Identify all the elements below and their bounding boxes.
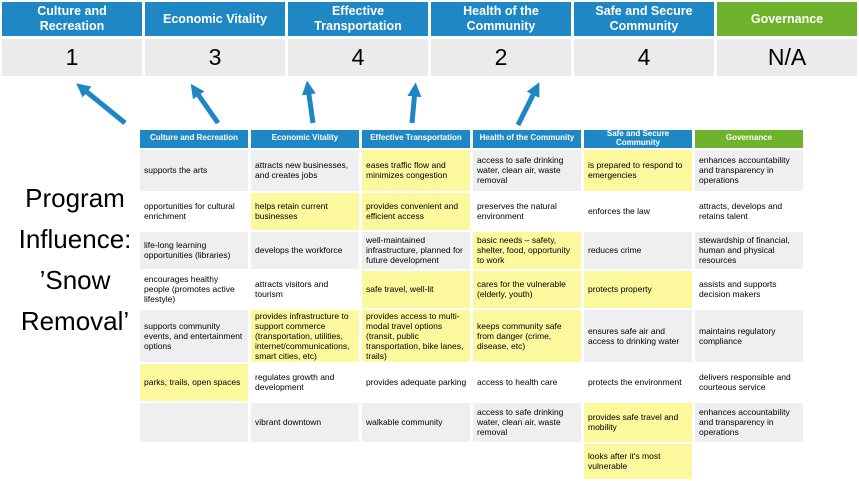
program-influence-label: Program Influence: ’Snow Removal’ — [0, 178, 150, 342]
summary-header-economic-vitality: Economic Vitality — [145, 2, 285, 36]
matrix-cell: provides access to multi-modal travel op… — [362, 309, 470, 362]
matrix-cell: delivers responsible and courteous servi… — [695, 363, 803, 401]
matrix-cell: well-maintained infrastructure, planned … — [362, 231, 470, 269]
matrix-body: supports the arts attracts new businesses… — [140, 149, 803, 479]
matrix-cell: is prepared to respond to emergencies — [584, 149, 692, 191]
matrix-cell: opportunities for cultural enrichment — [140, 192, 248, 230]
program-label-line: Removal’ — [20, 306, 130, 337]
matrix-cell: provides safe travel and mobility — [584, 402, 692, 442]
table-row: supports community events, and entertain… — [140, 309, 803, 362]
matrix-cell — [473, 443, 581, 479]
matrix-header-health-community: Health of the Community — [473, 130, 581, 148]
matrix-cell: attracts, develops and retains talent — [695, 192, 803, 230]
matrix-header-culture-recreation: Culture and Recreation — [140, 130, 248, 148]
arrow-icon — [190, 83, 221, 125]
summary-header-effective-transportation: Effective Transportation — [288, 2, 428, 36]
matrix-cell: walkable community — [362, 402, 470, 442]
summary-header-health-community: Health of the Community — [431, 2, 571, 36]
table-row: encourages healthy people (promotes acti… — [140, 270, 803, 308]
summary-score-safe-secure-community: 4 — [574, 39, 714, 76]
matrix-cell: provides adequate parking — [362, 363, 470, 401]
matrix-cell: attracts new businesses, and creates job… — [251, 149, 359, 191]
summary-score-effective-transportation: 4 — [288, 39, 428, 76]
summary-score-culture-recreation: 1 — [2, 39, 142, 76]
matrix-cell: encourages healthy people (promotes acti… — [140, 270, 248, 308]
matrix-cell: attracts visitors and tourism — [251, 270, 359, 308]
matrix-cell: supports community events, and entertain… — [140, 309, 248, 362]
table-row: vibrant downtown walkable community access… — [140, 402, 803, 442]
summary-score-economic-vitality: 3 — [145, 39, 285, 76]
arrow-icon — [76, 83, 127, 125]
priority-summary: Culture and Recreation Economic Vitality… — [2, 2, 857, 76]
matrix-cell: cares for the vulnerable (elderly, youth… — [473, 270, 581, 308]
matrix-cell: access to safe drinking water, clean air… — [473, 149, 581, 191]
matrix-cell — [695, 443, 803, 479]
matrix-cell: provides infrastructure to support comme… — [251, 309, 359, 362]
arrow-icon — [407, 82, 422, 124]
matrix-cell: enhances accountability and transparency… — [695, 402, 803, 442]
matrix-cell: protects property — [584, 270, 692, 308]
matrix-header-governance: Governance — [695, 130, 803, 148]
matrix-cell: enforces the law — [584, 192, 692, 230]
table-header-row: Culture and Recreation Economic Vitality… — [140, 129, 803, 148]
summary-score-health-community: 2 — [431, 39, 571, 76]
matrix-cell: supports the arts — [140, 149, 248, 191]
matrix-cell: access to health care — [473, 363, 581, 401]
matrix-cell: enhances accountability and transparency… — [695, 149, 803, 191]
matrix-header-safe-secure-community: Safe and Secure Community — [584, 129, 692, 148]
matrix-cell: keeps community safe from danger (crime,… — [473, 309, 581, 362]
arrow-icon — [515, 82, 540, 127]
matrix-cell: maintains regulatory compliance — [695, 309, 803, 362]
table-row: supports the arts attracts new businesses… — [140, 149, 803, 191]
matrix-cell: safe travel, well-lit — [362, 270, 470, 308]
matrix-cell: helps retain current businesses — [251, 192, 359, 230]
summary-header-safe-secure-community: Safe and Secure Community — [574, 2, 714, 36]
program-label-line: Program — [25, 183, 125, 213]
table-row: opportunities for cultural enrichment hel… — [140, 192, 803, 230]
priority-detail-table: Culture and Recreation Economic Vitality… — [137, 128, 806, 481]
matrix-cell: life-long learning opportunities (librar… — [140, 231, 248, 269]
matrix-cell — [140, 443, 248, 479]
matrix-header-economic-vitality: Economic Vitality — [251, 130, 359, 148]
matrix-cell: access to safe drinking water, clean air… — [473, 402, 581, 442]
matrix-cell: basic needs – safety, shelter, food, opp… — [473, 231, 581, 269]
program-label-line: Influence: — [18, 224, 132, 255]
matrix-cell: regulates growth and development — [251, 363, 359, 401]
arrow-icon — [301, 80, 316, 124]
matrix-header-effective-transportation: Effective Transportation — [362, 130, 470, 148]
matrix-cell — [140, 402, 248, 442]
matrix-cell — [362, 443, 470, 479]
table-row: life-long learning opportunities (librar… — [140, 231, 803, 269]
matrix-cell: reduces crime — [584, 231, 692, 269]
matrix-cell: eases traffic flow and minimizes congest… — [362, 149, 470, 191]
table-row: looks after it's most vulnerable — [140, 443, 803, 479]
influence-arrows — [76, 80, 540, 127]
matrix-cell: develops the workforce — [251, 231, 359, 269]
program-label-line: ’Snow — [39, 265, 111, 296]
matrix-cell: looks after it's most vulnerable — [584, 443, 692, 479]
matrix-cell: ensures safe air and access to drinking … — [584, 309, 692, 362]
table-row: parks, trails, open spaces regulates grow… — [140, 363, 803, 401]
matrix-cell: protects the environment — [584, 363, 692, 401]
matrix-cell: stewardship of financial, human and phys… — [695, 231, 803, 269]
matrix-cell: parks, trails, open spaces — [140, 363, 248, 401]
matrix-cell: vibrant downtown — [251, 402, 359, 442]
summary-score-governance: N/A — [717, 39, 857, 76]
summary-header-culture-recreation: Culture and Recreation — [2, 2, 142, 36]
matrix-cell — [251, 443, 359, 479]
summary-header-governance: Governance — [717, 2, 857, 36]
matrix-cell: provides convenient and efficient access — [362, 192, 470, 230]
matrix-cell: assists and supports decision makers — [695, 270, 803, 308]
matrix-cell: preserves the natural environment — [473, 192, 581, 230]
